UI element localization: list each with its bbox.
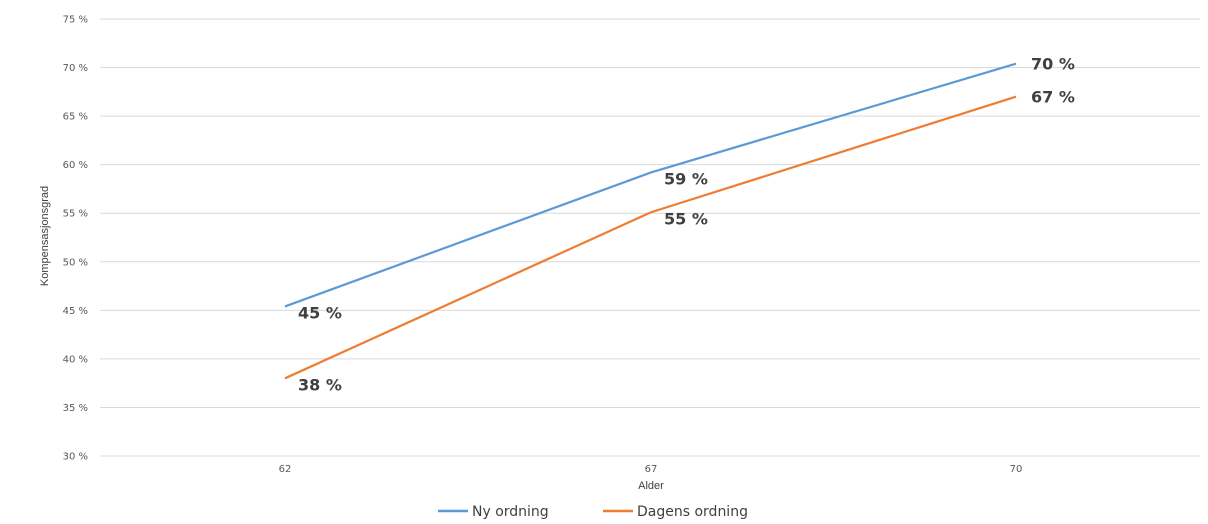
legend-label: Dagens ordning: [637, 504, 748, 520]
y-tick-label: 75 %: [63, 15, 88, 26]
series-lines: [284, 62, 1017, 380]
y-tick-label: 35 %: [63, 403, 88, 414]
data-label: 67 %: [1031, 88, 1075, 107]
gridlines: [100, 18, 1200, 457]
y-tick-label: 50 %: [63, 257, 88, 268]
legend: Ny ordning Dagens ordning: [438, 504, 748, 520]
series-line-ny-ordning: [284, 62, 1017, 308]
data-label: 45 %: [298, 303, 342, 322]
y-axis-ticks: 30 % 35 % 40 % 45 % 50 % 55 % 60 % 65 % 70 % 75 %: [63, 15, 88, 463]
y-tick-label: 60 %: [63, 160, 88, 171]
x-axis-ticks: 62 67 70: [279, 464, 1023, 475]
x-tick-label: 62: [279, 464, 292, 475]
y-tick-label: 65 %: [63, 112, 88, 123]
data-label: 59 %: [664, 169, 708, 188]
x-tick-label: 67: [645, 464, 658, 475]
series-line-dagens-ordning: [284, 95, 1017, 380]
y-tick-label: 40 %: [63, 354, 88, 365]
x-tick-label: 70: [1010, 464, 1023, 475]
y-axis-title: Kompensasjonsgrad: [39, 186, 51, 286]
x-axis-title: Alder: [638, 480, 664, 492]
data-labels: 45 % 59 % 70 % 38 % 55 % 67 %: [298, 55, 1075, 395]
y-tick-label: 55 %: [63, 209, 88, 220]
y-tick-label: 30 %: [63, 452, 88, 463]
y-tick-label: 70 %: [63, 63, 88, 74]
y-tick-label: 45 %: [63, 306, 88, 317]
legend-label: Ny ordning: [472, 504, 549, 520]
data-label: 38 %: [298, 375, 342, 394]
data-label: 55 %: [664, 209, 708, 228]
data-label: 70 %: [1031, 55, 1075, 74]
